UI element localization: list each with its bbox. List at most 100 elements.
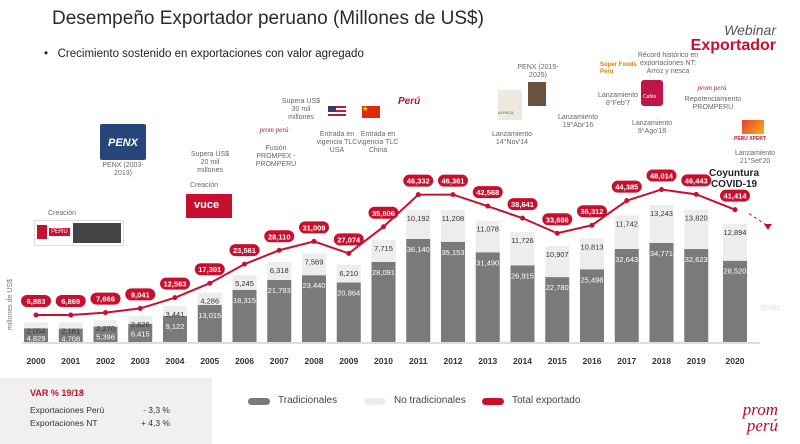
x-tick-label: 2006 xyxy=(235,356,254,366)
bar-tradicionales xyxy=(441,241,465,342)
total-badge xyxy=(577,205,607,218)
promperu-small-logo-2: prom perú xyxy=(697,84,727,92)
bar-no-tradicionales xyxy=(475,220,500,253)
promperu-small-logo: prom perú xyxy=(259,126,289,134)
bar-label-no-tradicionales: 2,054 xyxy=(27,326,46,335)
total-label: 46,361 xyxy=(442,177,465,186)
bar-label-no-tradicionales: 3,441 xyxy=(166,310,185,319)
total-point xyxy=(242,261,247,267)
bar-label-tradicionales: 34,771 xyxy=(650,249,673,258)
total-label: 6,883 xyxy=(27,297,46,306)
bar-no-tradicionales xyxy=(302,253,326,276)
total-label: 7,666 xyxy=(96,295,115,304)
ann-2009: Entrada en vigencia TLC USA xyxy=(316,131,358,154)
bar-no-tradicionales xyxy=(267,261,292,280)
legend-swatch xyxy=(364,398,386,405)
bar-label-no-tradicionales: 4,286 xyxy=(200,297,219,306)
total-label: 46,443 xyxy=(685,176,708,185)
bar-tradicionales xyxy=(93,326,118,342)
total-label: 44,385 xyxy=(615,183,638,192)
bar-label-tradicionales: 28,091 xyxy=(372,268,395,277)
webinar-logo: Webinar Exportador xyxy=(691,22,776,54)
bar-label-no-tradicionales: 11,078 xyxy=(477,225,499,234)
ann-2004: Creación xyxy=(190,182,219,189)
bar-no-tradicionales xyxy=(441,209,465,242)
total-label: 6,869 xyxy=(61,297,80,306)
bar-no-tradicionales xyxy=(197,292,222,305)
total-label: 9,041 xyxy=(131,290,150,299)
bar-no-tradicionales xyxy=(163,306,187,317)
total-label: 48,014 xyxy=(650,172,674,181)
total-label: 42,568 xyxy=(476,188,499,197)
total-point xyxy=(693,191,699,197)
bar-label-no-tradicionales: 11,726 xyxy=(511,236,533,245)
total-badge xyxy=(299,221,329,234)
bar-label-tradicionales: 9,122 xyxy=(166,322,185,331)
peruxpert-mark xyxy=(742,120,764,134)
bar-label-no-tradicionales: 12,894 xyxy=(724,228,747,237)
total-badge xyxy=(646,169,677,182)
coyuntura-line2: COVID-19 xyxy=(710,179,758,190)
total-badge xyxy=(160,277,190,290)
ann-2002: PENX (2003-2013) xyxy=(102,162,144,177)
total-point xyxy=(415,192,421,198)
total-badge xyxy=(21,295,51,308)
bar-no-tradicionales xyxy=(510,231,535,266)
bar-label-no-tradicionales: 2,161 xyxy=(61,326,80,335)
x-tick-label: 2014 xyxy=(513,356,532,366)
total-badge xyxy=(55,295,86,308)
x-tick-label: 2003 xyxy=(131,356,150,366)
bar-no-tradicionales xyxy=(684,209,709,250)
total-point xyxy=(68,312,74,318)
x-tick-label: 2015 xyxy=(548,356,567,366)
total-label: 36,312 xyxy=(581,207,604,216)
total-point xyxy=(659,187,664,193)
total-badge xyxy=(264,230,295,243)
total-label: 28,110 xyxy=(268,232,291,241)
ann-2007: Fusión PROMPEX - PROMPERÚ xyxy=(255,145,297,168)
total-badge xyxy=(681,174,712,187)
bar-no-tradicionales xyxy=(128,316,153,324)
bar-no-tradicionales xyxy=(580,238,604,270)
bar-label-tradicionales: 22,780 xyxy=(546,283,569,292)
x-tick-label: 2002 xyxy=(96,356,115,366)
alpaca-logo: ALPACA xyxy=(498,90,522,120)
bar-no-tradicionales xyxy=(371,239,396,262)
total-label: 46,332 xyxy=(407,177,430,186)
x-tick-label: 2004 xyxy=(166,356,185,366)
bar-label-tradicionales: 6,415 xyxy=(131,330,150,339)
x-tick-label: 2020 xyxy=(726,356,745,366)
penx-book-icon xyxy=(528,82,546,106)
footer-logo-line2: perú xyxy=(746,416,778,435)
vuce-logo-text: vuce xyxy=(194,199,220,211)
total-point xyxy=(485,203,491,209)
superfoods-text: Super Foods Peru xyxy=(600,62,637,75)
total-point xyxy=(624,198,630,204)
bar-label-no-tradicionales: 13,243 xyxy=(650,209,673,218)
bar-no-tradicionales xyxy=(614,215,639,249)
bar-label-no-tradicionales: 2,626 xyxy=(131,320,150,329)
total-label: 33,686 xyxy=(546,215,569,224)
bar-no-tradicionales xyxy=(24,322,48,329)
total-point xyxy=(520,215,525,221)
bar-tradicionales xyxy=(580,269,604,342)
ann-2000: Creación xyxy=(48,210,77,217)
bar-label-tradicionales: 5,396 xyxy=(96,333,115,342)
bullet-text: Crecimiento sostenido en exportaciones c… xyxy=(57,48,364,60)
bar-tradicionales xyxy=(58,328,83,342)
total-point xyxy=(450,192,456,198)
bar-label-tradicionales: 31,490 xyxy=(476,258,499,267)
peruxpert-logo: PERU XPERT xyxy=(734,120,772,146)
bar-label-no-tradicionales: 11,742 xyxy=(616,220,638,229)
total-badge xyxy=(125,288,156,301)
total-label: 12,563 xyxy=(164,280,187,289)
x-tick-label: 2012 xyxy=(444,356,463,366)
bar-label-tradicionales: 18,315 xyxy=(233,296,256,305)
total-point xyxy=(276,247,282,253)
bar-label-tradicionales: 4,829 xyxy=(27,334,46,343)
x-tick-label: 2017 xyxy=(617,356,636,366)
var-box xyxy=(0,378,212,444)
bar-label-tradicionales: 23,440 xyxy=(303,281,326,290)
total-label: 23,561 xyxy=(233,246,256,255)
